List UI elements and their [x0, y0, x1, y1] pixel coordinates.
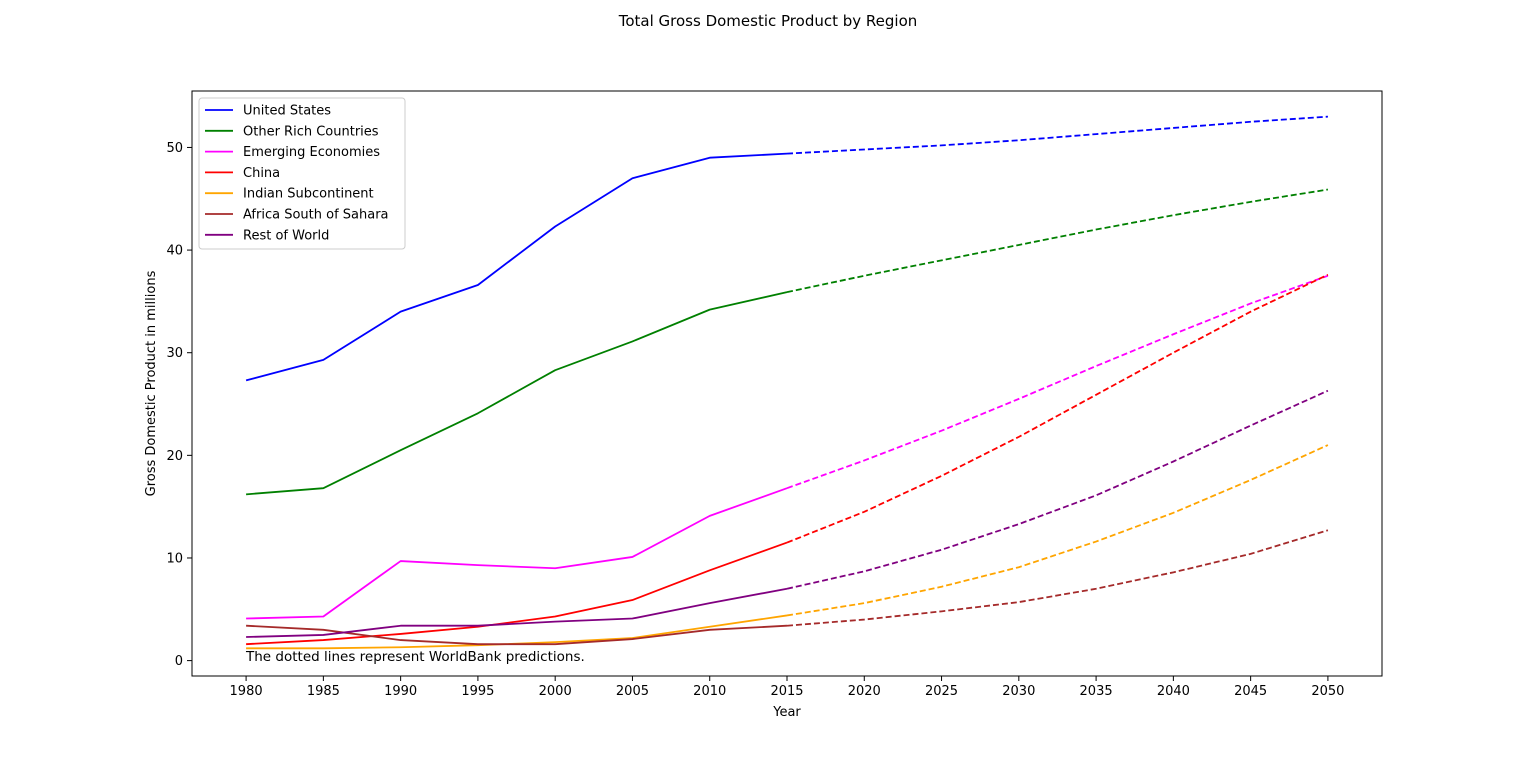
series-line-united-states — [245, 152, 788, 382]
x-tick-label: 2020 — [848, 684, 881, 699]
series-line-other-rich-countries — [246, 291, 788, 496]
x-tick-label: 2025 — [925, 684, 958, 699]
x-tick-label: 1995 — [461, 684, 494, 699]
prediction-line-indian-subcontinent — [786, 444, 1329, 617]
legend-label: Other Rich Countries — [243, 124, 379, 139]
x-axis-ticks: 1980 1985 1990 1995 2000 2005 2010 2015 2020 2025… — [230, 676, 1344, 699]
y-tick-label: 30 — [166, 346, 183, 361]
x-tick-label: 2050 — [1311, 684, 1344, 699]
x-tick-label: 2015 — [770, 684, 803, 699]
series-line-africa-south-of-sahara — [246, 624, 788, 646]
legend: United States Other Rich Countries Emergin… — [198, 97, 406, 250]
y-tick-label: 40 — [166, 244, 183, 259]
prediction-note: The dotted lines represent WorldBank pre… — [245, 649, 585, 665]
y-axis-label: Gross Domestic Product in millions — [144, 270, 159, 496]
series-line-china — [246, 541, 788, 646]
prediction-line-rest-of-world — [786, 389, 1329, 590]
legend-label: Rest of World — [243, 228, 329, 243]
prediction-line-united-states — [786, 115, 1328, 155]
legend-label: Indian Subcontinent — [243, 187, 374, 202]
y-tick-label: 10 — [166, 551, 183, 566]
series-line-rest-of-world — [246, 587, 788, 638]
prediction-line-china — [786, 273, 1329, 544]
legend-label: Africa South of Sahara — [243, 208, 389, 223]
x-tick-label: 2035 — [1080, 684, 1113, 699]
series-line-emerging-economies — [246, 487, 788, 620]
x-tick-label: 1985 — [307, 684, 340, 699]
legend-label: Emerging Economies — [243, 145, 380, 160]
x-tick-label: 1990 — [384, 684, 417, 699]
x-tick-label: 2005 — [616, 684, 649, 699]
x-tick-label: 1980 — [230, 684, 263, 699]
x-tick-label: 2010 — [693, 684, 726, 699]
x-axis-label: Year — [772, 705, 801, 720]
x-tick-label: 2000 — [539, 684, 572, 699]
y-axis-ticks: 0 10 20 30 40 50 — [166, 141, 192, 669]
legend-frame — [198, 97, 406, 250]
x-tick-label: 2045 — [1234, 684, 1267, 699]
legend-label: United States — [243, 104, 331, 119]
y-tick-label: 20 — [166, 449, 183, 464]
prediction-line-emerging-economies — [786, 274, 1329, 490]
series-lines — [245, 115, 1329, 650]
x-tick-label: 2030 — [1002, 684, 1035, 699]
chart-title: Total Gross Domestic Product by Region — [618, 12, 918, 30]
legend-label: China — [243, 166, 280, 181]
y-tick-label: 0 — [175, 654, 183, 669]
prediction-line-other-rich-countries — [786, 188, 1329, 294]
y-tick-label: 50 — [166, 141, 183, 156]
x-tick-label: 2040 — [1157, 684, 1190, 699]
prediction-line-africa-south-of-sahara — [786, 529, 1329, 627]
